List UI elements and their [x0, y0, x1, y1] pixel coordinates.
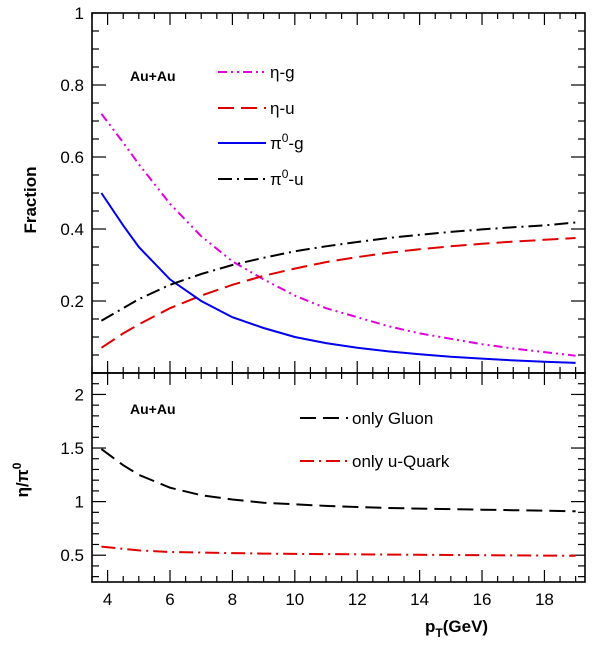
panel-annotation: Au+Au [130, 68, 176, 84]
y-tick-label: 0.6 [60, 148, 84, 167]
y-tick-label: 2 [75, 385, 84, 404]
y-tick-label: 1.5 [60, 439, 84, 458]
x-tick-label: 16 [473, 590, 492, 609]
y-tick-label: 1 [75, 4, 84, 23]
legend-label: π0-u [270, 167, 304, 189]
series-line [101, 545, 576, 557]
x-tick-label: 18 [535, 590, 554, 609]
x-tick-label: 10 [285, 590, 304, 609]
x-tick-label: 12 [348, 590, 367, 609]
series-line [100, 237, 576, 349]
top-panel: 0.2 0.4 0.6 0.8 1 Au+Au η-g η-u π0-g π0-u [60, 4, 586, 374]
series-line [100, 448, 576, 513]
y-tick-label: 0.5 [60, 546, 84, 565]
series-line [100, 113, 576, 357]
bottom-panel: 4 6 8 10 12 14 16 18 0.5 1 1.5 2 Au+Au only Gluon only… [60, 372, 586, 609]
x-tick-label: 6 [165, 590, 174, 609]
y-tick-label: 1 [75, 493, 84, 512]
series-line [100, 221, 576, 322]
x-tick-label: 14 [410, 590, 429, 609]
y-tick-label: 0.2 [60, 292, 84, 311]
x-tick-label: 8 [228, 590, 237, 609]
y-tick-label: 0.4 [60, 220, 84, 239]
y-axis-title-bottom: η/π0 [10, 462, 32, 497]
x-tick-label: 4 [103, 590, 112, 609]
panel-annotation: Au+Au [130, 401, 176, 417]
series-line [100, 192, 576, 364]
legend-label: η-g [270, 63, 295, 82]
axis-titles: Fraction η/π0 pT(GeV) [10, 166, 488, 640]
y-axis-title-top: Fraction [21, 166, 40, 233]
legend-label: η-u [270, 99, 295, 118]
plot-frame [91, 372, 586, 583]
legend-label: only Gluon [352, 409, 433, 428]
y-tick-label: 0.8 [60, 76, 84, 95]
legend-label: π0-g [270, 131, 304, 153]
legend-label: only u-Quark [352, 452, 450, 471]
x-axis-title: pT(GeV) [425, 617, 488, 640]
